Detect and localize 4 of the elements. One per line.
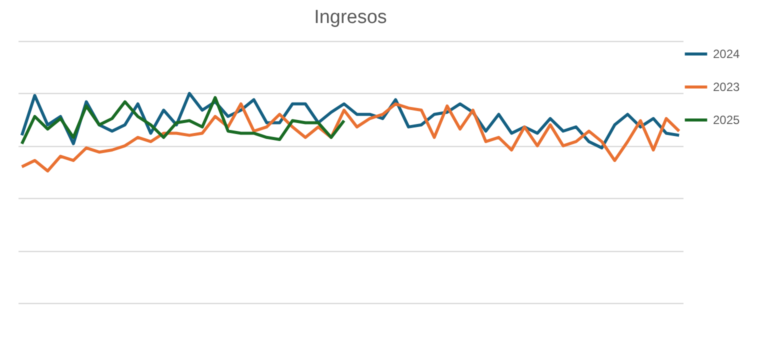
legend-label: 2024 — [713, 47, 740, 61]
legend-label: 2023 — [713, 80, 740, 94]
legend-label: 2025 — [713, 113, 740, 127]
chart-title: Ingresos — [314, 7, 387, 28]
